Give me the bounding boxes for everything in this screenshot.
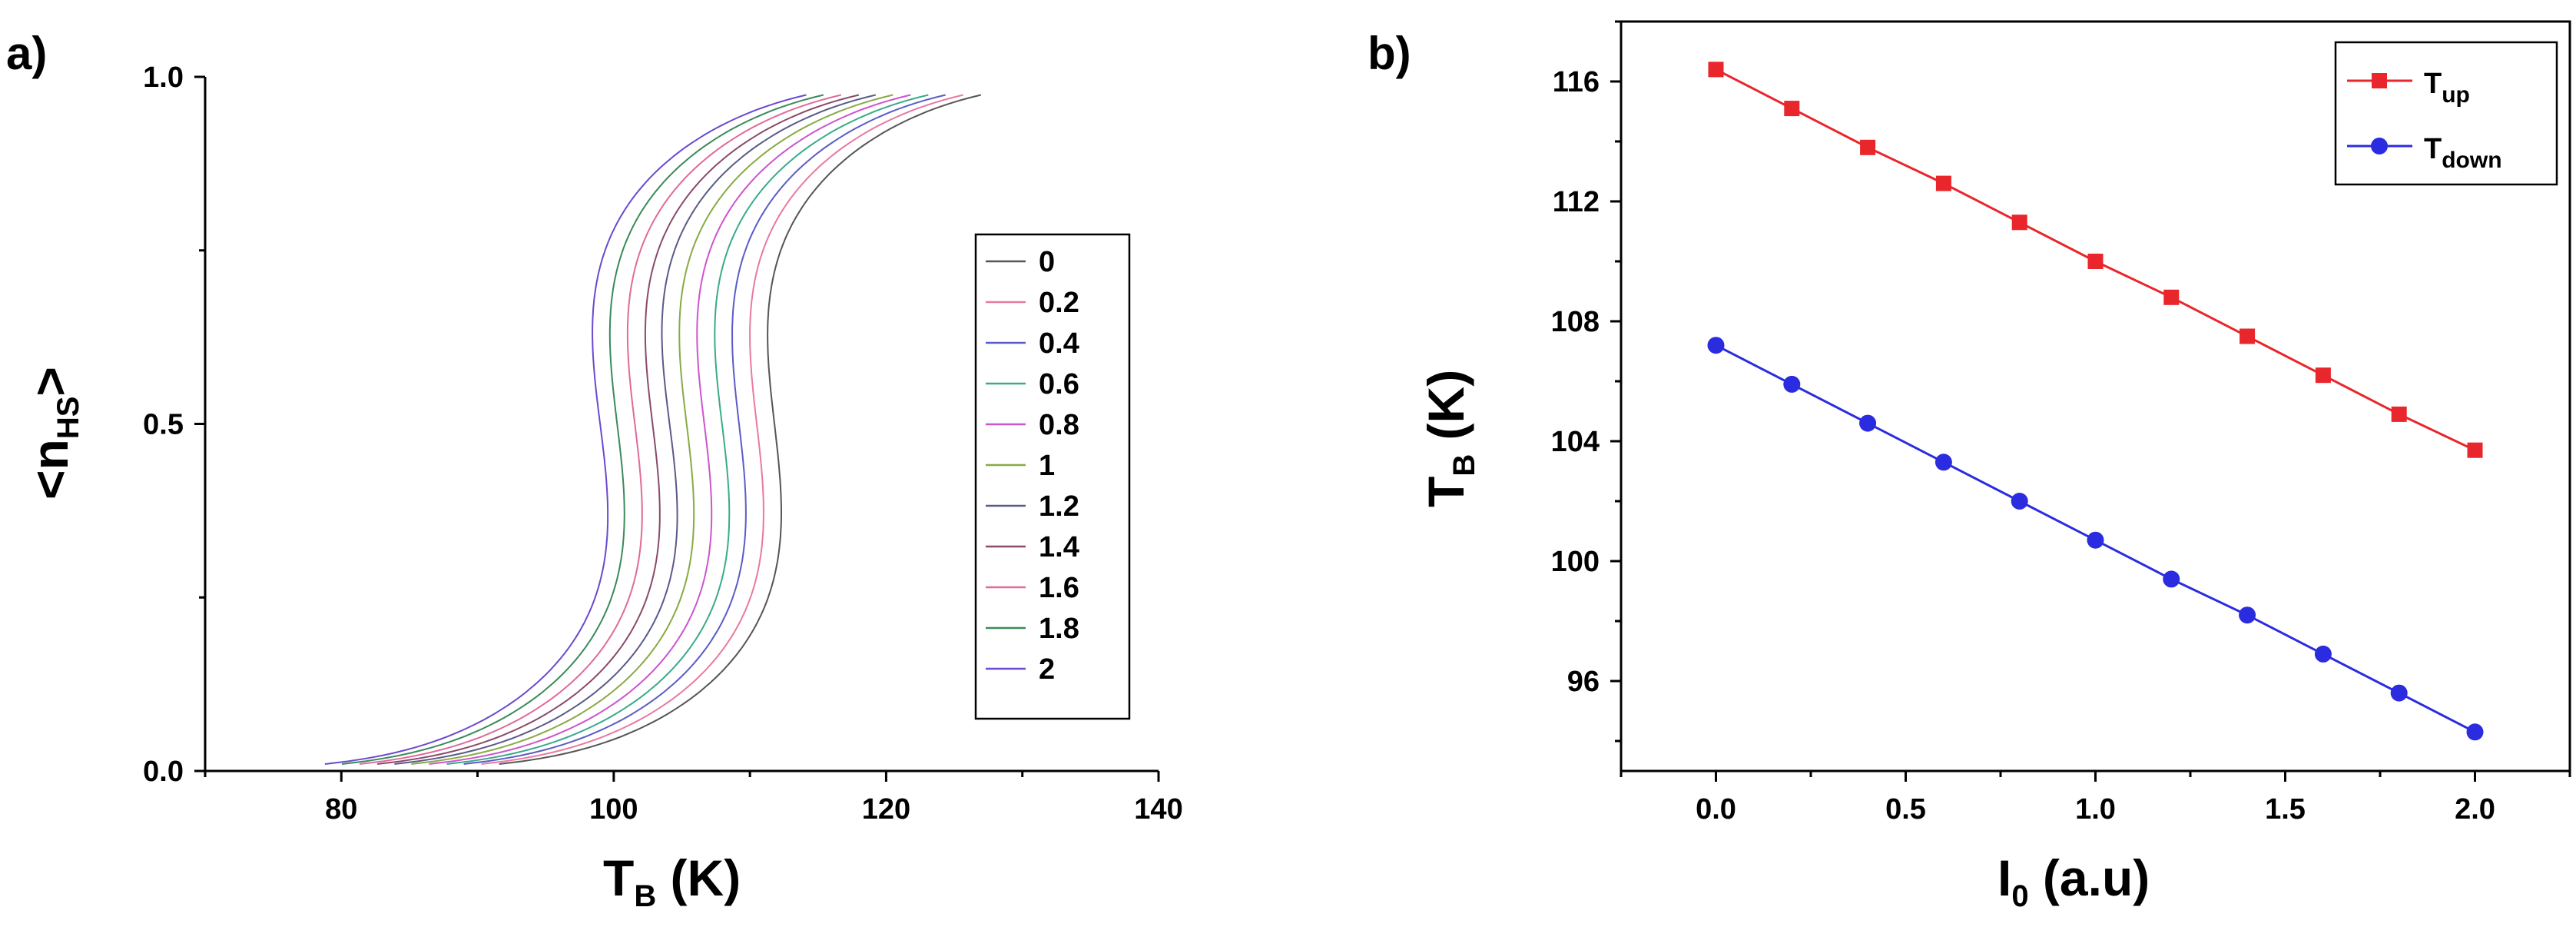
data-point <box>2011 214 2027 231</box>
data-point <box>1935 175 1951 191</box>
legend-label: 1.4 <box>1039 531 1079 563</box>
legend-label: 2 <box>1039 653 1055 686</box>
data-point <box>1783 375 1801 393</box>
legend-label: 1.2 <box>1039 490 1079 523</box>
legend-label: Tdown <box>2424 133 2502 173</box>
data-point <box>2239 606 2256 624</box>
data-point <box>2163 570 2180 588</box>
legend-label: 0.6 <box>1039 368 1079 400</box>
hysteresis-curve <box>446 94 929 765</box>
data-point <box>2466 723 2484 741</box>
panel-a: a) 80 100 120 140 0.0 0.5 1.0 TB (K) <nHS> 0 0.… <box>6 28 1183 913</box>
data-point <box>2391 406 2407 422</box>
legend-marker <box>2372 73 2387 88</box>
panel-a-x-tick-label: 120 <box>862 793 910 826</box>
hysteresis-curve <box>429 94 911 765</box>
panel-b-series <box>1707 61 2484 741</box>
data-point <box>1784 101 1800 117</box>
legend-label: 0.4 <box>1039 327 1079 360</box>
panel-b-ticks: 0.0 0.5 1.0 1.5 2.0 96 100 104 108 112 116 <box>1551 20 2571 826</box>
hysteresis-curve <box>341 94 824 765</box>
hysteresis-curve <box>394 94 877 765</box>
panel-b-y-tick-label: 96 <box>1567 666 1600 698</box>
legend-label: 0.8 <box>1039 409 1079 441</box>
data-point <box>1860 139 1876 155</box>
panel-b-x-tick-label: 1.5 <box>2265 793 2306 826</box>
hysteresis-curve <box>376 94 860 765</box>
legend-label: Tup <box>2424 68 2470 108</box>
panel-b-label: b) <box>1368 28 1411 79</box>
data-point <box>2390 684 2408 702</box>
data-point <box>2087 254 2104 269</box>
panel-b-x-tick-label: 2.0 <box>2455 793 2495 826</box>
panel-a-y-tick-label: 1.0 <box>143 61 184 94</box>
panel-a-x-tick-label: 100 <box>589 793 638 826</box>
data-point <box>1707 337 1725 354</box>
panel-b-y-tick-label: 116 <box>1553 66 1600 98</box>
legend-marker <box>2371 138 2388 155</box>
panel-a-y-tick-label: 0.5 <box>143 409 184 441</box>
hysteresis-curve <box>359 94 842 765</box>
hysteresis-curve <box>481 94 963 765</box>
data-point <box>1934 454 1952 471</box>
panel-b-x-tick-label: 0.0 <box>1696 793 1736 826</box>
legend-label: 1.6 <box>1039 572 1079 604</box>
hysteresis-curve <box>411 94 893 765</box>
legend-label: 0 <box>1039 246 1055 278</box>
panel-a-y-tick-label: 0.0 <box>143 756 184 788</box>
panel-a-x-tick-label: 80 <box>325 793 357 826</box>
panel-a-x-tick-label: 140 <box>1134 793 1182 826</box>
data-point <box>2011 493 2028 510</box>
panel-b-legend: Tup Tdown <box>2334 41 2558 186</box>
legend-label: 0.2 <box>1039 287 1079 319</box>
data-point <box>2163 289 2180 305</box>
data-point <box>1708 61 1724 78</box>
hysteresis-curve <box>463 94 946 765</box>
data-point <box>2314 645 2332 663</box>
panel-b-legend-box <box>2334 41 2558 186</box>
legend-label: 1 <box>1039 450 1055 482</box>
data-point <box>2467 442 2483 458</box>
data-point <box>2239 328 2256 344</box>
panel-b-x-label: I0 (a.u) <box>1997 849 2150 913</box>
hysteresis-curve <box>324 94 807 765</box>
data-point <box>1859 414 1877 432</box>
panel-a-curves <box>324 94 982 765</box>
legend-label: 1.8 <box>1039 613 1079 645</box>
panel-a-y-label: <nHS> <box>22 367 85 500</box>
hysteresis-curve <box>499 94 982 765</box>
data-point <box>2087 531 2104 549</box>
panel-b-y-tick-label: 108 <box>1551 306 1600 338</box>
panel-b: b) 0.0 0.5 1.0 1.5 2.0 96 100 104 108 112 116 I0 (… <box>1368 20 2571 913</box>
panel-b-y-label: TB (K) <box>1417 370 1481 507</box>
panel-a-legend-box <box>974 233 1131 720</box>
panel-b-y-tick-label: 112 <box>1553 186 1600 218</box>
panel-b-x-tick-label: 0.5 <box>1885 793 1926 826</box>
panel-b-x-tick-label: 1.0 <box>2075 793 2116 826</box>
panel-b-y-tick-label: 104 <box>1551 426 1600 458</box>
panel-a-label: a) <box>6 28 47 79</box>
data-point <box>2315 367 2331 384</box>
panel-a-x-label: TB (K) <box>603 849 741 913</box>
panel-b-y-tick-label: 100 <box>1551 546 1600 578</box>
panel-a-legend: 0 0.2 0.4 0.6 0.8 1 1.2 1.4 1.6 1.8 2 <box>974 233 1131 720</box>
